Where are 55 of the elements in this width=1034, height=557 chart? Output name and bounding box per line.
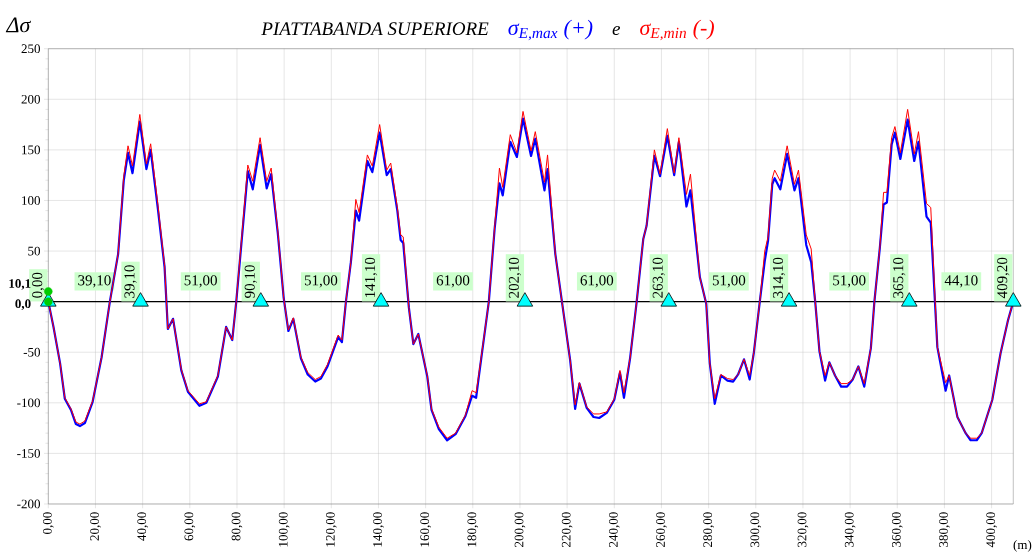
data-label: 10,1 <box>9 279 31 290</box>
annotation: 61,00 <box>580 275 614 288</box>
annotation: 51,00 <box>304 275 338 288</box>
x-tick-label: 360,00 <box>891 512 903 547</box>
annotation: 51,00 <box>833 275 866 288</box>
annotation: 51,00 <box>184 275 217 288</box>
annotation: 202,10 <box>508 257 522 298</box>
x-tick-label: 40,00 <box>137 512 148 541</box>
y-tick-label: 100 <box>22 196 41 205</box>
y-tick-label: 150 <box>22 145 41 155</box>
y-tick-label: -200 <box>17 499 41 509</box>
annotation: 365,10 <box>893 257 906 298</box>
annotation: 141,10 <box>364 257 378 298</box>
x-tick-label: 200,00 <box>514 512 526 547</box>
annotation: 39,10 <box>124 265 137 298</box>
annotation: 263,10 <box>652 257 665 298</box>
y-tick-label: 200 <box>21 94 41 104</box>
y-tick-label: -100 <box>17 398 41 408</box>
x-tick-label: 400,00 <box>986 512 997 548</box>
x-tick-label: 340,00 <box>844 512 856 547</box>
x-tick-label: 220,00 <box>561 512 573 547</box>
y-tick-label: 250 <box>21 44 41 54</box>
x-tick-label: 160,00 <box>420 512 431 547</box>
annotation: 90,10 <box>244 265 257 298</box>
x-tick-label: 60,00 <box>184 512 196 541</box>
x-tick-label: 100,00 <box>278 512 290 547</box>
text: σ$_{E,min}$ (-) <box>640 19 714 41</box>
x-tick-label: 80,00 <box>231 512 243 541</box>
data-label: 0,0 <box>15 299 31 310</box>
x-tick-label: 280,00 <box>703 512 714 547</box>
x-tick-label: 180,00 <box>467 512 479 547</box>
x-tick-label: 320,00 <box>797 512 809 547</box>
text: σ$_{E,max}$ (+) <box>508 19 593 41</box>
annotation: 39,10 <box>78 275 111 288</box>
text: e <box>612 25 621 36</box>
annotation: 409,20 <box>997 257 1010 299</box>
x-tick-label: 120,00 <box>325 512 337 547</box>
y-axis-title: Δσ <box>5 17 31 33</box>
annotation: 314,10 <box>772 257 786 298</box>
x-tick-label: 240,00 <box>608 512 620 547</box>
x-tick-label: 300,00 <box>750 512 762 547</box>
x-tick-label: 20,00 <box>90 512 101 541</box>
annotation: 44,10 <box>944 275 978 288</box>
y-tick-label: -150 <box>17 449 41 458</box>
chart-title: PIATTABANDA SUPERIORE <box>261 22 489 36</box>
annotation: 51,00 <box>712 275 746 288</box>
y-tick-label: -50 <box>23 347 41 357</box>
x-tick-label: 260,00 <box>656 512 667 547</box>
annotation: 0,00 <box>32 272 45 298</box>
y-tick-label: 50 <box>28 246 41 256</box>
annotation: 61,00 <box>436 275 470 288</box>
x-tick-label: 0,00 <box>42 512 54 535</box>
x-axis-title: (m) <box>1013 540 1032 552</box>
x-tick-label: 140,00 <box>373 512 384 547</box>
x-tick-label: 380,00 <box>939 512 950 547</box>
